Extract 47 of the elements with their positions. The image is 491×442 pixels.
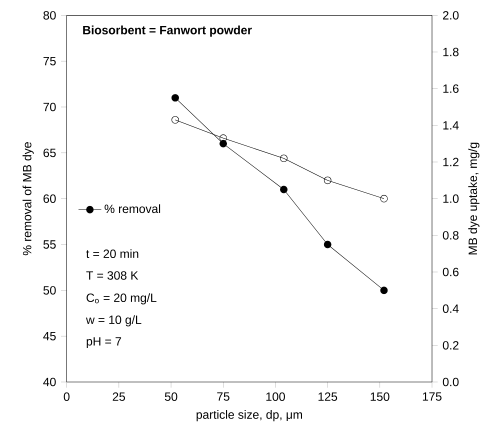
y2-tick-label: 0.2 (442, 341, 458, 350)
y2-tick-label: 0.6 (442, 268, 459, 276)
x-tick-label: 100 (266, 392, 285, 401)
y2-tick-label: 1.0 (443, 194, 459, 203)
y2-tick-label: 0.0 (442, 378, 459, 386)
x-tick-label: 25 (112, 392, 126, 401)
point (324, 176, 332, 184)
annotation: T = 308 K (86, 271, 138, 280)
annotation: t = 20 min (86, 249, 138, 258)
annotation: C$_{o}$ = 20 mg/L (86, 293, 156, 304)
legend-label: % removal (104, 204, 160, 214)
y-tick-label: 75 (44, 56, 56, 66)
y2-tick-label: 0.8 (442, 231, 459, 240)
y2-tick-label: 1.6 (443, 84, 459, 93)
y-tick-label: 40 (43, 378, 56, 386)
point (171, 94, 179, 102)
y-tick-label: 45 (43, 332, 56, 340)
point (380, 286, 388, 294)
y-tick-label: 70 (44, 102, 56, 112)
annotation: Biosorbent = Fanwort powder (83, 26, 252, 37)
y-tick-label: 50 (43, 286, 56, 295)
y-tick-label: 60 (44, 194, 56, 203)
x-tick-label: 50 (164, 392, 178, 401)
x-axis-title: particle size, dp, μm (196, 410, 302, 422)
point (280, 154, 288, 162)
y2-tick-label: 2.0 (443, 11, 459, 20)
y-axis-title: % removal of MB dye (22, 142, 34, 256)
point (324, 240, 332, 248)
x-tick-label: 0 (64, 392, 70, 401)
point (171, 116, 179, 124)
annotation: w = 10 g/L (86, 315, 142, 326)
y2-axis-title: MB dye uptake, mg/g (468, 142, 480, 254)
x-tick-label: 75 (217, 392, 230, 401)
y2-tick-label: 1.2 (443, 158, 458, 166)
y-tick-label: 80 (43, 11, 56, 20)
point (380, 194, 388, 202)
y2-tick-label: 1.8 (443, 48, 459, 56)
annotation: pH = 7 (86, 337, 122, 348)
x-tick-label: 175 (422, 392, 442, 401)
x-tick-label: 125 (318, 392, 338, 401)
y-tick-label: 55 (43, 240, 56, 249)
point (220, 134, 227, 142)
y-tick-label: 65 (44, 148, 56, 158)
point (280, 186, 288, 194)
x-tick-label: 150 (370, 392, 390, 401)
y2-tick-label: 0.4 (442, 304, 459, 313)
y2-tick-label: 1.4 (443, 121, 459, 130)
